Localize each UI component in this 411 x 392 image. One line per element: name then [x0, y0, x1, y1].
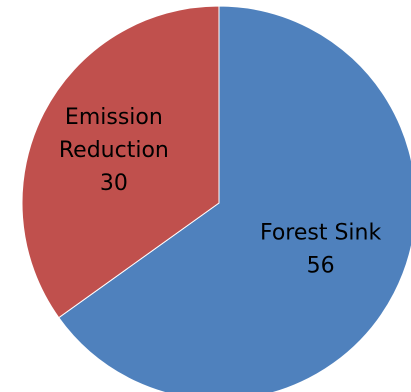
pie-value-label: 56	[307, 254, 335, 279]
pie-labels: Forest Sink 56 Emission Reduction 30	[59, 105, 382, 279]
pie-value-label: 30	[100, 171, 128, 196]
pie-category-label: Emission	[65, 105, 163, 130]
pie-label-forest-sink: Forest Sink 56	[260, 221, 382, 279]
pie-label-emission-reduction: Emission Reduction 30	[59, 105, 169, 196]
pie-category-label: Forest Sink	[260, 221, 382, 246]
pie-slice-forest-sink	[58, 5, 411, 392]
pie-slices	[21, 5, 411, 392]
pie-category-label: Reduction	[59, 138, 169, 163]
pie-slice-emission-reduction	[21, 5, 220, 319]
